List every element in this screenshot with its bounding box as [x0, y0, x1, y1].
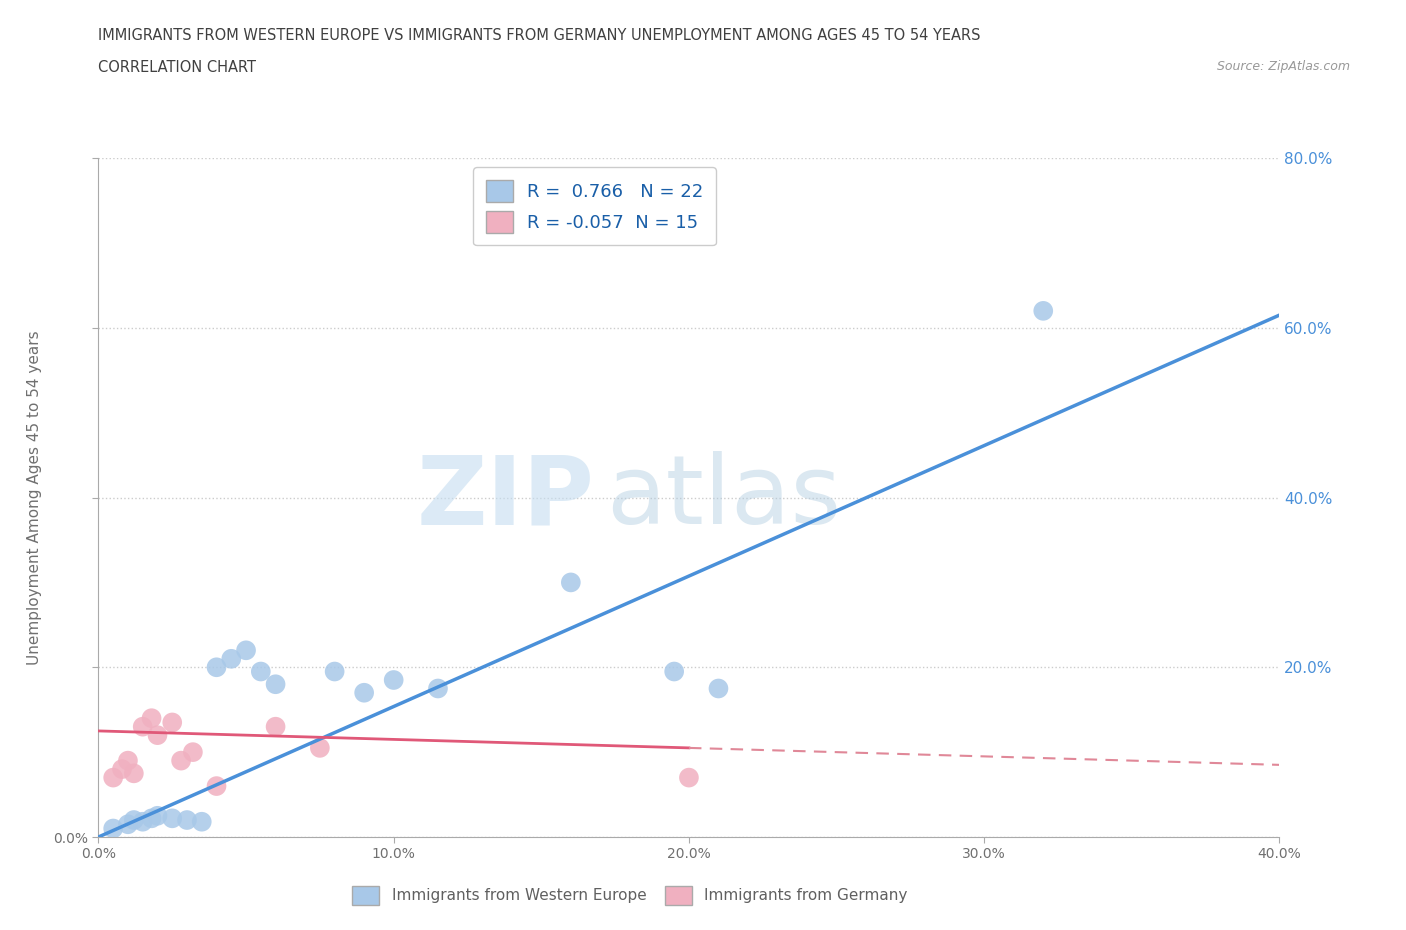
Point — [146, 727, 169, 742]
Point — [264, 677, 287, 692]
Point — [132, 815, 155, 830]
Point — [141, 711, 163, 725]
Point — [191, 815, 214, 830]
Point — [122, 766, 145, 781]
Point — [162, 715, 183, 730]
Point — [235, 643, 257, 658]
Point — [103, 770, 125, 785]
Point — [560, 575, 582, 590]
Point — [111, 762, 134, 777]
Point — [382, 672, 405, 687]
Text: Source: ZipAtlas.com: Source: ZipAtlas.com — [1216, 60, 1350, 73]
Legend: Immigrants from Western Europe, Immigrants from Germany: Immigrants from Western Europe, Immigran… — [346, 880, 914, 910]
Point — [117, 817, 139, 831]
Point — [103, 821, 125, 836]
Point — [176, 813, 198, 828]
Point — [323, 664, 346, 679]
Point — [141, 811, 163, 826]
Point — [250, 664, 273, 679]
Point — [264, 719, 287, 734]
Point — [309, 740, 332, 755]
Point — [146, 808, 169, 823]
Point — [162, 811, 183, 826]
Point — [205, 660, 228, 675]
Point — [205, 778, 228, 793]
Point — [122, 813, 145, 828]
Point — [664, 664, 686, 679]
Point — [1032, 303, 1054, 318]
Point — [427, 681, 450, 696]
Point — [170, 753, 193, 768]
Text: ZIP: ZIP — [416, 451, 595, 544]
Text: atlas: atlas — [606, 451, 841, 544]
Point — [707, 681, 730, 696]
Point — [181, 745, 204, 760]
Text: CORRELATION CHART: CORRELATION CHART — [98, 60, 256, 75]
Point — [117, 753, 139, 768]
Point — [219, 651, 242, 666]
Point — [132, 719, 155, 734]
Y-axis label: Unemployment Among Ages 45 to 54 years: Unemployment Among Ages 45 to 54 years — [27, 330, 42, 665]
Point — [678, 770, 700, 785]
Text: IMMIGRANTS FROM WESTERN EUROPE VS IMMIGRANTS FROM GERMANY UNEMPLOYMENT AMONG AGE: IMMIGRANTS FROM WESTERN EUROPE VS IMMIGR… — [98, 28, 981, 43]
Point — [353, 685, 375, 700]
